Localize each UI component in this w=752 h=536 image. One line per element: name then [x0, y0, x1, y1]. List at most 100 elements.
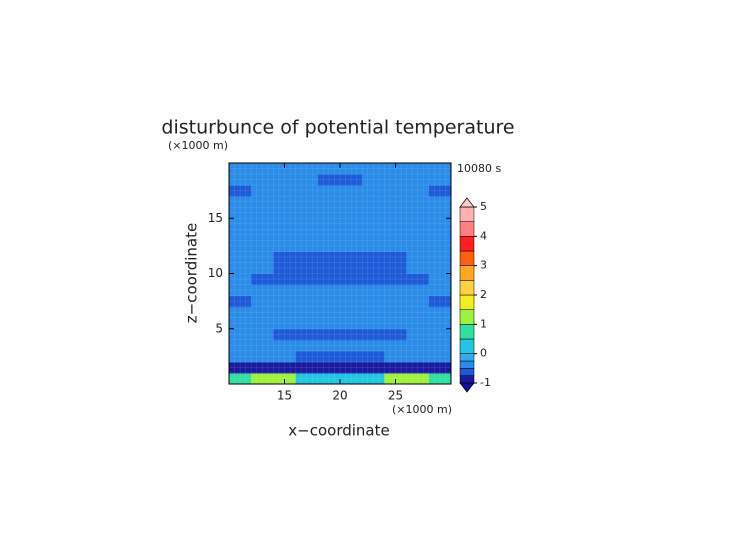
contour-cell [340, 350, 363, 363]
colorbar-tick-label: 4 [480, 229, 487, 242]
contour-cell [251, 218, 274, 230]
contour-cell [295, 229, 319, 241]
contour-cell [317, 218, 341, 230]
contour-cell [384, 306, 408, 319]
contour-cell [229, 306, 252, 319]
contour-cell [273, 240, 297, 252]
contour-cell [428, 196, 452, 208]
contour-cell [406, 372, 430, 385]
contour-cell [362, 306, 385, 319]
contour-cell [229, 196, 252, 208]
contour-cell [428, 339, 452, 352]
contour-cell [406, 174, 430, 186]
contour-cell [229, 251, 252, 263]
contour-cell [384, 350, 408, 363]
contour-cell [406, 251, 430, 263]
contour-cell [295, 328, 319, 341]
contour-cell [384, 218, 408, 230]
contour-cell [229, 185, 252, 197]
contour-cell [362, 350, 385, 363]
colorbar-segment [459, 353, 475, 362]
contour-cell [340, 174, 363, 186]
y-tick-label: 5 [215, 321, 223, 335]
contour-cell [317, 240, 341, 252]
contour-cell [295, 372, 319, 385]
colorbar-under [459, 382, 475, 393]
contour-cell [406, 284, 430, 297]
contour-cell [251, 185, 274, 197]
contour-cell [273, 196, 297, 208]
contour-cell [273, 273, 297, 286]
contour-cell [295, 262, 319, 274]
contour-cell [384, 262, 408, 274]
contour-cell [251, 284, 274, 297]
contour-cell [317, 185, 341, 197]
contour-cell [384, 361, 408, 374]
contour-cell [362, 317, 385, 330]
contour-cell [317, 361, 341, 374]
contour-cell [340, 339, 363, 352]
contour-cell [362, 361, 385, 374]
colorbar-segment [459, 309, 475, 325]
contour-cell [251, 163, 274, 175]
contour-cell [384, 372, 408, 385]
contour-cell [384, 295, 408, 308]
contour-cell [295, 284, 319, 297]
contour-cell [295, 196, 319, 208]
contour-cell [295, 350, 319, 363]
contour-cell [406, 196, 430, 208]
contour-cell [295, 185, 319, 197]
contour-cell [273, 218, 297, 230]
contour-cell [295, 339, 319, 352]
contour-cell [229, 317, 252, 330]
contour-cell [273, 251, 297, 263]
contour-cell [362, 174, 385, 186]
contour-cell [428, 273, 452, 286]
contour-cell [273, 262, 297, 274]
contour-cell [428, 361, 452, 374]
contour-cell [406, 207, 430, 219]
contour-cell [273, 174, 297, 186]
colorbar-segment [459, 360, 475, 369]
contour-cell [251, 207, 274, 219]
contour-cell [406, 229, 430, 241]
contour-cell [362, 328, 385, 341]
y-tick-label: 10 [208, 266, 223, 280]
contour-cell [317, 251, 341, 263]
contour-cell [384, 273, 408, 286]
x-axis-label: x−coordinate [288, 422, 389, 440]
contour-cell [229, 328, 252, 341]
colorbar-tick-label: 5 [480, 200, 487, 213]
contour-cell [251, 273, 274, 286]
contour-cell [229, 361, 252, 374]
contour-cell [295, 306, 319, 319]
contour-cell [295, 174, 319, 186]
contour-cell [340, 185, 363, 197]
contour-cell [340, 251, 363, 263]
contour-cell [406, 306, 430, 319]
contour-cell [428, 229, 452, 241]
contour-cell [384, 207, 408, 219]
colorbar-tick-label: -1 [480, 376, 491, 389]
contour-cell [317, 174, 341, 186]
contour-cell [295, 163, 319, 175]
contour-cell [428, 163, 452, 175]
contour-cell [406, 273, 430, 286]
contour-cell [406, 240, 430, 252]
contour-cell [251, 262, 274, 274]
contour-cell [251, 196, 274, 208]
contour-cell [273, 306, 297, 319]
contour-cell [428, 185, 452, 197]
contour-cell [317, 317, 341, 330]
contour-cell [317, 339, 341, 352]
contour-cell [340, 196, 363, 208]
contour-cell [428, 306, 452, 319]
contour-cell [229, 295, 252, 308]
contour-cell [251, 317, 274, 330]
contour-cell [406, 262, 430, 274]
contour-cell [251, 372, 274, 385]
contour-cell [317, 229, 341, 241]
contour-cell [229, 284, 252, 297]
contour-cell [229, 240, 252, 252]
contour-cell [317, 196, 341, 208]
